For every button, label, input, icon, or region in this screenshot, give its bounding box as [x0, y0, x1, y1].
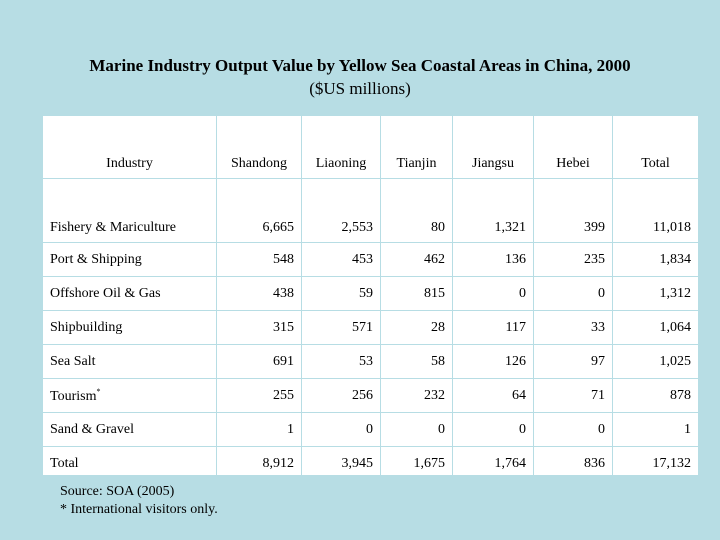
value-cell: 1 — [612, 412, 699, 447]
page-subtitle: ($US millions) — [309, 79, 411, 98]
value-cell: 33 — [533, 310, 613, 345]
industry-label: Total — [50, 455, 79, 471]
column-header: Tianjin — [380, 115, 453, 179]
industry-label: Port & Shipping — [50, 251, 142, 267]
marine-output-table: Industry Shandong Liaoning Tianjin Jiang… — [42, 115, 699, 481]
value-cell: 53 — [301, 344, 381, 379]
value-cell: 1,675 — [380, 446, 453, 481]
value-cell: 59 — [301, 276, 381, 311]
value-cell: 1,025 — [612, 344, 699, 379]
table-row: Total 8,912 3,945 1,675 1,764 836 17,132 — [42, 446, 699, 481]
value-cell: 64 — [452, 378, 534, 413]
value-cell: 878 — [612, 378, 699, 413]
industry-cell: Port & Shipping — [42, 242, 217, 277]
table-row: Sand & Gravel 1 0 0 0 0 1 — [42, 412, 699, 447]
value-cell: 0 — [452, 412, 534, 447]
value-cell: 3,945 — [301, 446, 381, 481]
table-body: Fishery & Mariculture 6,665 2,553 80 1,321 39… — [42, 178, 699, 481]
column-header: Jiangsu — [452, 115, 534, 179]
industry-label: Shipbuilding — [50, 319, 123, 335]
industry-label: Fishery & Mariculture — [50, 220, 176, 235]
value-cell: 1,764 — [452, 446, 534, 481]
value-cell: 1,834 — [612, 242, 699, 277]
table-row: Shipbuilding 315 571 28 117 33 1,064 — [42, 310, 699, 345]
industry-label: Offshore Oil & Gas — [50, 285, 161, 301]
source-notes: Source: SOA (2005) * International visit… — [60, 483, 218, 519]
table-row: Offshore Oil & Gas 438 59 815 0 0 1,312 — [42, 276, 699, 311]
value-cell: 0 — [301, 412, 381, 447]
value-cell: 126 — [452, 344, 534, 379]
value-cell: 0 — [380, 412, 453, 447]
industry-cell: Shipbuilding — [42, 310, 217, 345]
table-row: Port & Shipping 548 453 462 136 235 1,834 — [42, 242, 699, 277]
value-cell: 2,553 — [301, 178, 381, 243]
value-cell: 1,312 — [612, 276, 699, 311]
value-cell: 235 — [533, 242, 613, 277]
value-cell: 0 — [533, 276, 613, 311]
value-cell: 11,018 — [612, 178, 699, 243]
column-header: Liaoning — [301, 115, 381, 179]
value-cell: 1,321 — [452, 178, 534, 243]
industry-cell: Sand & Gravel — [42, 412, 217, 447]
table-row: Tourism* 255 256 232 64 71 878 — [42, 378, 699, 413]
value-cell: 58 — [380, 344, 453, 379]
value-cell: 691 — [216, 344, 302, 379]
table-row: Sea Salt 691 53 58 126 97 1,025 — [42, 344, 699, 379]
value-cell: 548 — [216, 242, 302, 277]
value-cell: 232 — [380, 378, 453, 413]
value-cell: 438 — [216, 276, 302, 311]
value-cell: 28 — [380, 310, 453, 345]
value-cell: 256 — [301, 378, 381, 413]
value-cell: 0 — [533, 412, 613, 447]
column-header: Shandong — [216, 115, 302, 179]
industry-cell: Total — [42, 446, 217, 481]
industry-cell: Sea Salt — [42, 344, 217, 379]
table-row: Fishery & Mariculture 6,665 2,553 80 1,321 39… — [42, 178, 699, 243]
value-cell: 462 — [380, 242, 453, 277]
column-header: Total — [612, 115, 699, 179]
industry-cell: Tourism* — [42, 378, 217, 413]
footnote-marker: * — [96, 386, 101, 396]
value-cell: 6,665 — [216, 178, 302, 243]
value-cell: 571 — [301, 310, 381, 345]
industry-label: Sand & Gravel — [50, 421, 134, 437]
column-header: Hebei — [533, 115, 613, 179]
value-cell: 80 — [380, 178, 453, 243]
value-cell: 836 — [533, 446, 613, 481]
table-header-row: Industry Shandong Liaoning Tianjin Jiang… — [42, 115, 699, 179]
value-cell: 0 — [452, 276, 534, 311]
value-cell: 8,912 — [216, 446, 302, 481]
industry-label: Sea Salt — [50, 353, 96, 369]
industry-cell: Offshore Oil & Gas — [42, 276, 217, 311]
value-cell: 1 — [216, 412, 302, 447]
value-cell: 71 — [533, 378, 613, 413]
source-citation: Source: SOA (2005) — [60, 484, 175, 499]
value-cell: 1,064 — [612, 310, 699, 345]
value-cell: 97 — [533, 344, 613, 379]
footnote: * International visitors only. — [60, 502, 218, 517]
value-cell: 399 — [533, 178, 613, 243]
column-header: Industry — [42, 115, 217, 179]
value-cell: 815 — [380, 276, 453, 311]
industry-cell: Fishery & Mariculture — [42, 178, 217, 243]
value-cell: 136 — [452, 242, 534, 277]
value-cell: 453 — [301, 242, 381, 277]
value-cell: 17,132 — [612, 446, 699, 481]
value-cell: 315 — [216, 310, 302, 345]
industry-label: Tourism — [50, 388, 97, 404]
value-cell: 255 — [216, 378, 302, 413]
page-title: Marine Industry Output Value by Yellow S… — [89, 56, 631, 75]
value-cell: 117 — [452, 310, 534, 345]
